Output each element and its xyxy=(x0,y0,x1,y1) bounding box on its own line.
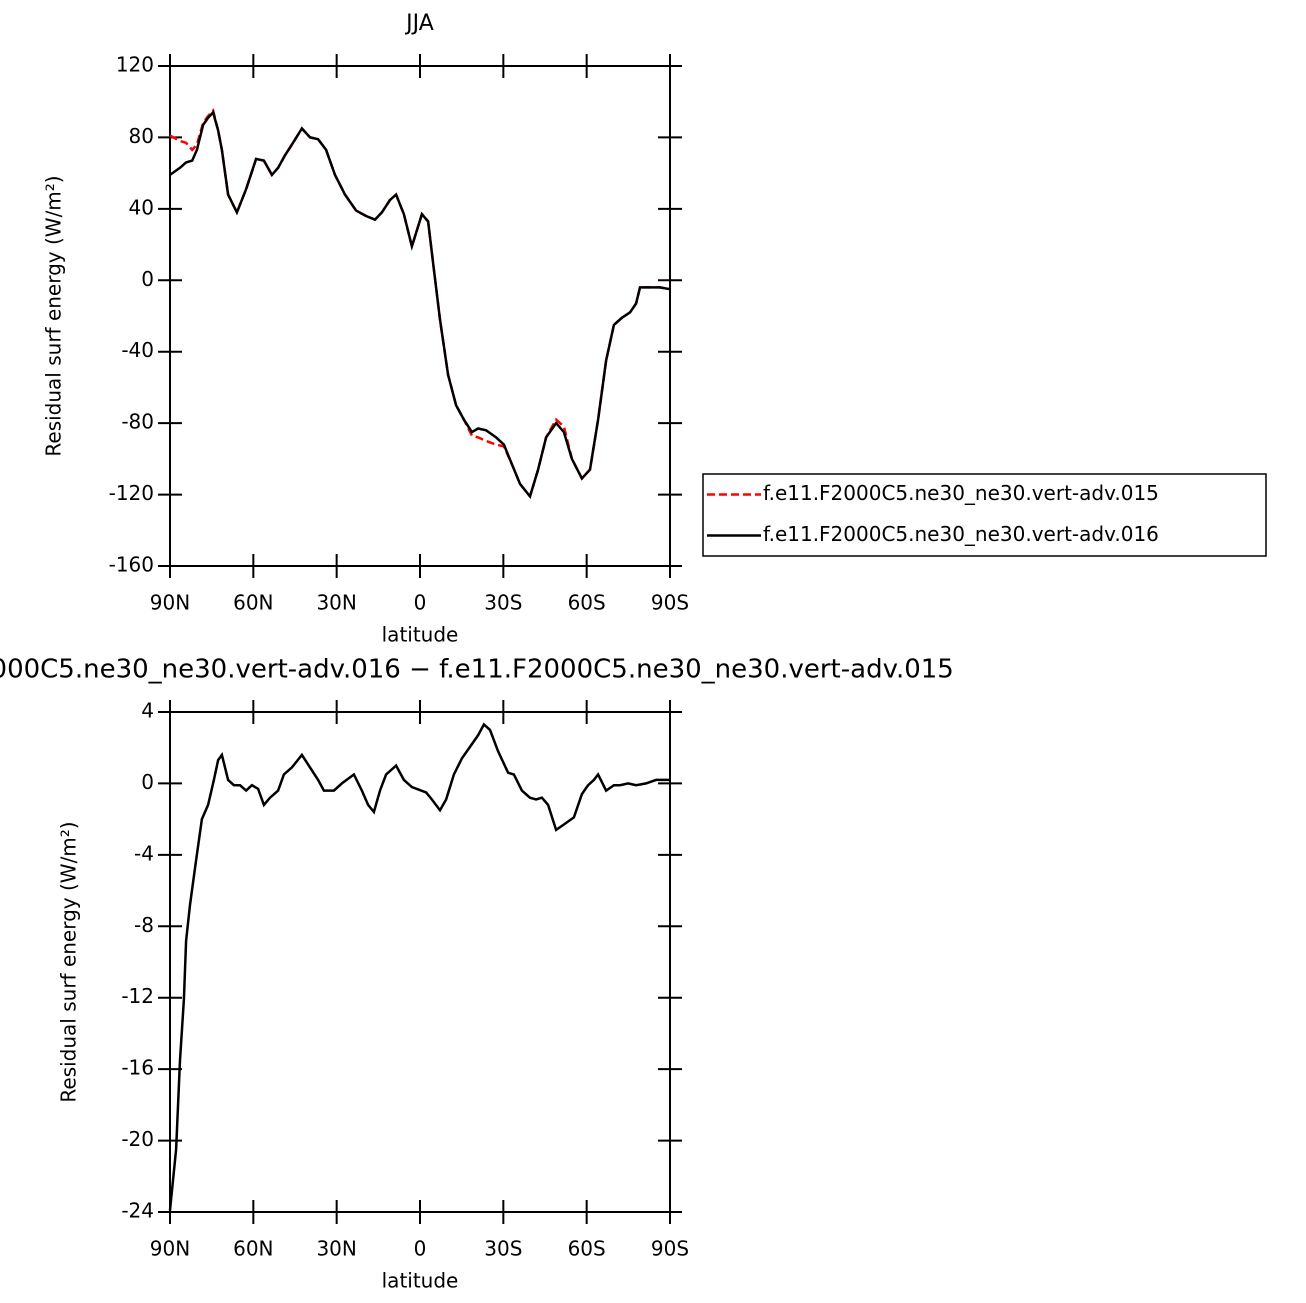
x-tick-label: 30N xyxy=(316,591,356,615)
x-tick-label: 90S xyxy=(651,1237,689,1261)
legend-label: f.e11.F2000C5.ne30_ne30.vert-adv.016 xyxy=(763,522,1159,546)
y-tick-label: -16 xyxy=(121,1056,154,1080)
series-line xyxy=(168,722,670,1211)
x-tick-label: 60S xyxy=(568,1237,606,1261)
y-tick-label: 120 xyxy=(116,53,154,77)
legend-label: f.e11.F2000C5.ne30_ne30.vert-adv.015 xyxy=(763,481,1159,505)
y-tick-label: -20 xyxy=(121,1127,154,1151)
y-tick-label: -80 xyxy=(121,410,154,434)
series-line xyxy=(169,109,671,500)
x-tick-label: 90S xyxy=(651,591,689,615)
x-tick-label: 0 xyxy=(414,591,427,615)
y-tick-label: 0 xyxy=(141,770,154,794)
y-tick-label: -160 xyxy=(109,553,154,577)
x-tick-label: 60N xyxy=(233,1237,273,1261)
y-tick-label: -12 xyxy=(121,984,154,1008)
plot-frame xyxy=(169,711,671,1213)
chart-title: f.e11.F2000C5.ne30_ne30.vert-adv.016 − f… xyxy=(0,655,954,685)
y-tick-label: 4 xyxy=(141,699,154,723)
y-tick-label: -24 xyxy=(121,1199,154,1223)
y-tick-label: 80 xyxy=(129,124,154,148)
y-axis-label: Residual surf energy (W/m²) xyxy=(42,175,66,456)
x-tick-label: 30S xyxy=(484,1237,522,1261)
y-tick-label: -8 xyxy=(134,913,154,937)
chart-title: JJA xyxy=(404,11,434,36)
x-axis-label: latitude xyxy=(382,1269,459,1293)
panel: f.e11.F2000C5.ne30_ne30.vert-adv.016 − f… xyxy=(0,655,954,1293)
y-tick-label: 40 xyxy=(129,195,154,219)
y-tick-label: -120 xyxy=(109,481,154,505)
x-tick-label: 60N xyxy=(233,591,273,615)
x-tick-label: 60S xyxy=(568,591,606,615)
x-tick-label: 90N xyxy=(150,591,190,615)
x-tick-label: 30S xyxy=(484,591,522,615)
legend-box xyxy=(702,473,1267,557)
y-tick-label: -4 xyxy=(134,841,154,865)
y-tick-label: 0 xyxy=(141,267,154,291)
x-axis-label: latitude xyxy=(382,623,459,647)
x-tick-label: 0 xyxy=(414,1237,427,1261)
x-tick-label: 90N xyxy=(150,1237,190,1261)
y-tick-label: -40 xyxy=(121,338,154,362)
panel: JJA latitude Residual surf energy (W/m²) -1… xyxy=(42,11,1267,647)
x-tick-label: 30N xyxy=(316,1237,356,1261)
plot-frame xyxy=(169,65,671,567)
y-axis-label: Residual surf energy (W/m²) xyxy=(57,821,81,1102)
